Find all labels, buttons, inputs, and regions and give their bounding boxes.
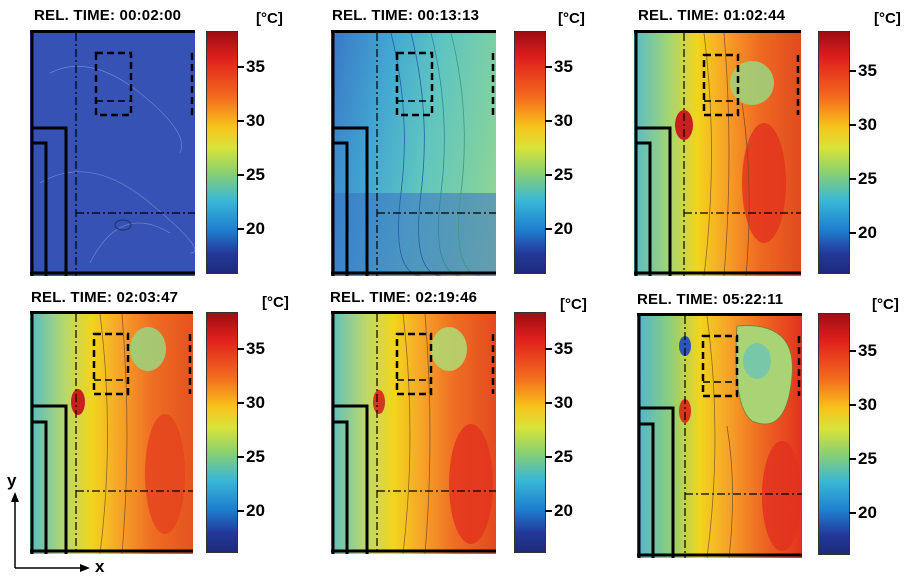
panel-3-tick-35: 35: [858, 61, 877, 80]
panel-2-tick-25: 25: [554, 165, 573, 184]
panel-5-tick-mark-25: [545, 456, 552, 458]
panel-4-tick-mark-35: [237, 348, 244, 350]
panel-2-title: REL. TIME: 00:13:13: [332, 7, 480, 24]
panel-4-title: REL. TIME: 02:03:47: [31, 289, 179, 306]
y-axis-label: y: [7, 471, 17, 490]
panel-5-tick-30: 30: [554, 393, 573, 412]
panel-1-tick-35: 35: [246, 57, 265, 76]
panel-3-tick-mark-25: [849, 178, 856, 180]
panel-3-tick-20: 20: [858, 223, 877, 242]
panel-1-unit: [°C]: [256, 10, 283, 27]
panel-6-tick-mark-35: [849, 350, 856, 352]
panel-1-temperature-map: [30, 30, 195, 276]
panel-5-tick-35: 35: [554, 339, 573, 358]
panel-2-tick-35: 35: [554, 57, 573, 76]
panel-1-tick-mark-20: [237, 228, 244, 230]
panel-3-tick-30: 30: [858, 115, 877, 134]
panel-6-tick-mark-30: [849, 404, 856, 406]
panel-1-overlay: [30, 33, 195, 276]
panel-1-tick-mark-30: [237, 120, 244, 122]
panel-4-tick-20: 20: [246, 501, 265, 520]
panel-6-colorbar: [818, 313, 850, 555]
panel-4-tick-25: 25: [246, 447, 265, 466]
panel-6-tick-35: 35: [858, 341, 877, 360]
y-axis-arrowhead: [11, 492, 19, 502]
panel-1-tick-25: 25: [246, 165, 265, 184]
panel-5-title: REL. TIME: 02:19:46: [330, 289, 478, 306]
panel-3-tick-25: 25: [858, 169, 877, 188]
panel-2-unit: [°C]: [558, 10, 585, 27]
panel-6-unit: [°C]: [872, 296, 899, 313]
panel-4-tick-mark-30: [237, 402, 244, 404]
x-axis-label: x: [95, 557, 105, 576]
panel-2-tick-mark-20: [545, 228, 552, 230]
panel-6-tick-mark-25: [849, 458, 856, 460]
panel-5-colorbar: [514, 312, 546, 553]
panel-6-tick-30: 30: [858, 395, 877, 414]
panel-4-temperature-map: [30, 311, 193, 554]
panel-5-temperature-map: [331, 311, 496, 554]
panel-5-tick-mark-20: [545, 510, 552, 512]
panel-3-overlay: [634, 33, 801, 276]
panel-4-tick-mark-25: [237, 456, 244, 458]
panel-2-colorbar: [514, 31, 546, 274]
panel-5-tick-25: 25: [554, 447, 573, 466]
panel-2-tick-20: 20: [554, 219, 573, 238]
panel-2-temperature-map: [331, 30, 496, 276]
panel-3-colorbar: [818, 31, 850, 274]
panel-3-temperature-map: [634, 30, 801, 276]
panel-4-overlay: [30, 314, 193, 554]
panel-1-tick-mark-35: [237, 66, 244, 68]
panel-1-tick-30: 30: [246, 111, 265, 130]
panel-6-title: REL. TIME: 05:22:11: [637, 291, 784, 308]
panel-2-tick-mark-30: [545, 120, 552, 122]
panel-5-unit: [°C]: [560, 296, 587, 313]
panel-6-tick-20: 20: [858, 503, 877, 522]
panel-1-tick-mark-25: [237, 174, 244, 176]
panel-2-overlay: [331, 33, 496, 276]
panel-3-tick-mark-35: [849, 70, 856, 72]
panel-4-tick-30: 30: [246, 393, 265, 412]
panel-5-tick-20: 20: [554, 501, 573, 520]
panel-2-tick-30: 30: [554, 111, 573, 130]
panel-2-tick-mark-35: [545, 66, 552, 68]
panel-3-tick-mark-30: [849, 124, 856, 126]
panel-3-unit: [°C]: [874, 10, 901, 27]
panel-3-tick-mark-20: [849, 232, 856, 234]
axis-arrows: [11, 492, 90, 572]
panel-1-tick-20: 20: [246, 219, 265, 238]
panel-5-overlay: [331, 314, 496, 554]
panel-5-tick-mark-30: [545, 402, 552, 404]
panel-6-overlay: [637, 316, 802, 558]
panel-4-unit: [°C]: [262, 294, 289, 311]
panel-6-temperature-map: [637, 313, 802, 558]
panel-2-tick-mark-25: [545, 174, 552, 176]
panel-5-tick-mark-35: [545, 348, 552, 350]
panel-6-tick-25: 25: [858, 449, 877, 468]
panel-1-title: REL. TIME: 00:02:00: [34, 7, 182, 24]
x-axis-arrowhead: [80, 564, 90, 572]
panel-6-tick-mark-20: [849, 512, 856, 514]
panel-3-title: REL. TIME: 01:02:44: [638, 7, 786, 24]
panel-4-colorbar: [206, 312, 238, 553]
panel-4-tick-mark-20: [237, 510, 244, 512]
panel-1-colorbar: [206, 31, 238, 274]
panel-4-tick-35: 35: [246, 339, 265, 358]
